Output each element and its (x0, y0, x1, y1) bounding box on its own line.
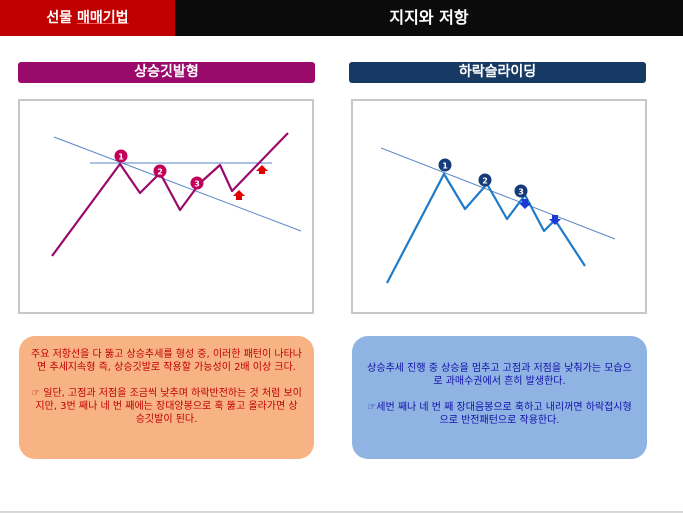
price-path (51, 132, 289, 257)
marker-1: 1 (114, 149, 128, 163)
left-pattern-diagram: 1 2 3 (18, 99, 314, 314)
footer-divider (0, 511, 683, 513)
right-pattern-diagram: 1 2 3 (351, 99, 647, 314)
left-description-box: 주요 저항선을 다 뚫고 상승추세를 형성 중, 이러한 패턴이 나타나면 추세… (19, 336, 314, 459)
up-arrow-icon-2 (256, 165, 268, 174)
marker-2-label: 2 (482, 177, 488, 186)
right-pattern-title: 하락슬라이딩 (349, 62, 646, 83)
section-label-underlined: 매매기법 (77, 10, 129, 26)
marker-2: 2 (153, 164, 167, 178)
marker-3-label: 3 (194, 180, 200, 189)
top-bar: 선물 매매기법 지지와 저항 (0, 0, 683, 36)
marker-1-label: 1 (442, 162, 448, 171)
marker-3-label: 3 (518, 188, 524, 197)
descending-trendline (53, 136, 302, 232)
descending-trendline (380, 147, 616, 240)
marker-2: 2 (478, 173, 492, 187)
left-diagram-svg: 1 2 3 (51, 132, 302, 257)
left-description-main: 주요 저항선을 다 뚫고 상승추세를 형성 중, 이러한 패턴이 나타나면 추세… (31, 349, 302, 373)
right-description-note: ☞세번 째나 네 번 째 장대음봉으로 훅하고 내리꺼면 하락접시형으로 반전패… (367, 402, 632, 426)
section-label: 선물 매매기법 (0, 0, 175, 36)
marker-2-label: 2 (157, 168, 163, 177)
left-pattern-title: 상승깃발형 (18, 62, 315, 83)
marker-3: 3 (190, 176, 204, 190)
marker-1-label: 1 (118, 153, 124, 162)
left-description-note: ☞ 일단, 고점과 저점을 조금씩 낮추며 하락반전하는 것 처럼 보이지만, … (31, 388, 302, 425)
price-path (386, 172, 586, 284)
down-arrow-icon-2 (549, 215, 561, 225)
right-diagram-svg: 1 2 3 (380, 147, 616, 284)
up-arrow-icon (233, 190, 245, 200)
page-title: 지지와 저항 (389, 8, 469, 27)
marker-1: 1 (438, 158, 452, 172)
right-description-main: 상승추세 진행 중 상승을 멈추고 고점과 저점을 낮춰가는 모습으로 과매수권… (367, 363, 632, 387)
right-description-box: 상승추세 진행 중 상승을 멈추고 고점과 저점을 낮춰가는 모습으로 과매수권… (352, 336, 647, 459)
down-arrow-icon (519, 199, 531, 209)
marker-3: 3 (514, 184, 528, 198)
